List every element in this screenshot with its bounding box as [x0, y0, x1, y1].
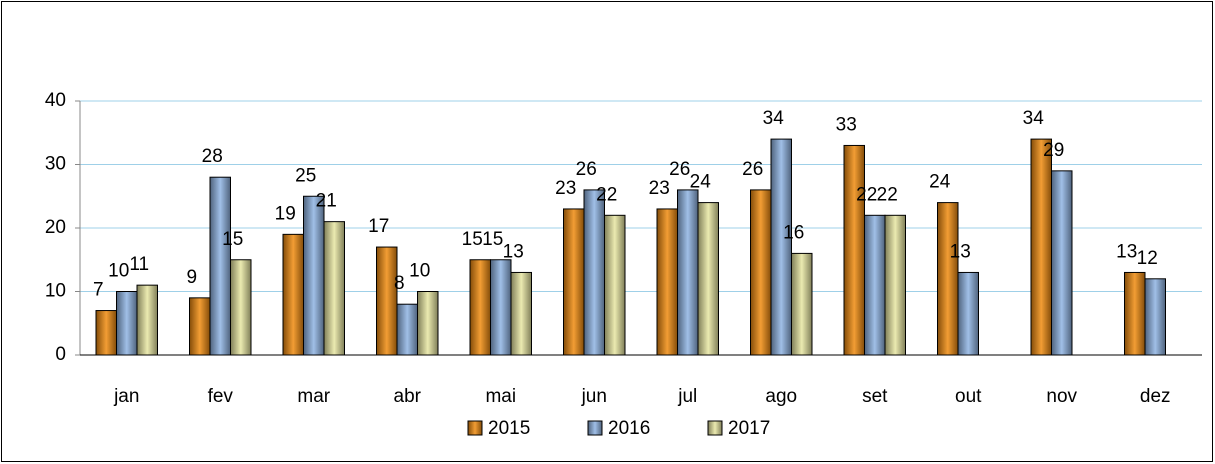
value-label: 10 [409, 261, 430, 282]
x-tick-label: mar [297, 386, 330, 407]
value-label: 15 [482, 229, 503, 250]
x-tick-label: set [862, 386, 888, 407]
bar [656, 208, 678, 356]
bar [116, 291, 138, 356]
bar [95, 310, 117, 356]
value-label: 29 [1043, 140, 1064, 161]
y-tick-label: 30 [45, 154, 66, 175]
value-label: 22 [596, 184, 617, 205]
x-tick-label: mai [485, 386, 516, 407]
value-label: 25 [295, 165, 316, 186]
bar [884, 214, 906, 356]
value-label: 24 [929, 172, 951, 193]
value-label: 23 [649, 178, 670, 199]
bar [1051, 170, 1073, 356]
bar [490, 259, 512, 356]
value-label: 33 [836, 114, 857, 135]
bar [583, 189, 605, 356]
bar [282, 233, 304, 356]
legend-label: 2017 [728, 418, 770, 439]
y-tick-label: 20 [45, 217, 66, 238]
value-label: 15 [462, 229, 483, 250]
value-label: 8 [394, 273, 405, 294]
bar [396, 303, 418, 356]
x-tick-label: nov [1046, 386, 1077, 407]
bar [209, 176, 231, 356]
value-label: 13 [950, 241, 971, 262]
x-tick-label: abr [394, 386, 422, 407]
bar [791, 252, 813, 356]
value-label: 13 [1116, 241, 1137, 262]
bar [750, 189, 772, 356]
bar [303, 195, 325, 356]
value-label: 28 [202, 146, 223, 167]
x-tick-label: out [955, 386, 982, 407]
x-tick-label: jun [581, 386, 607, 407]
bar [376, 246, 398, 356]
value-label: 26 [742, 159, 763, 180]
legend-swatch [587, 420, 603, 436]
y-tick-label: 10 [45, 281, 66, 302]
x-tick-label: dez [1140, 386, 1171, 407]
value-label: 9 [186, 267, 197, 288]
value-label: 26 [576, 159, 597, 180]
value-label: 12 [1137, 248, 1158, 269]
bar [189, 297, 211, 356]
y-tick-label: 0 [55, 344, 66, 365]
value-label: 21 [316, 191, 337, 212]
x-tick-label: fev [208, 386, 234, 407]
legend-swatch [467, 420, 483, 436]
bar [770, 138, 792, 356]
value-label: 13 [503, 241, 524, 262]
x-tick-label: jan [113, 386, 139, 407]
bar [864, 214, 886, 356]
bar [323, 221, 345, 356]
y-tick-label: 40 [45, 90, 66, 111]
value-label: 24 [690, 172, 712, 193]
value-label: 19 [275, 203, 296, 224]
value-label: 23 [555, 178, 576, 199]
value-label: 26 [669, 159, 690, 180]
bar [937, 202, 959, 356]
legend-label: 2016 [608, 418, 650, 439]
bar [957, 271, 979, 356]
bar [604, 214, 626, 356]
bar [230, 259, 252, 356]
value-label: 16 [783, 222, 804, 243]
value-label: 34 [1023, 108, 1045, 129]
value-label: 22 [877, 184, 898, 205]
bar [563, 208, 585, 356]
bar [1030, 138, 1052, 356]
bar [697, 202, 719, 356]
value-label: 15 [222, 229, 243, 250]
bar [510, 271, 532, 356]
bar [1144, 278, 1166, 356]
bar [677, 189, 699, 356]
value-label: 10 [108, 261, 129, 282]
legend-swatch [707, 420, 723, 436]
value-label: 7 [93, 280, 104, 301]
legend-label: 2015 [488, 418, 530, 439]
value-label: 34 [763, 108, 785, 129]
x-tick-label: ago [765, 386, 797, 407]
x-tick-label: jul [677, 386, 697, 407]
bar [417, 291, 439, 356]
bar [1124, 271, 1146, 356]
bar [469, 259, 491, 356]
value-label: 22 [856, 184, 877, 205]
bar [843, 144, 865, 356]
value-label: 17 [368, 216, 389, 237]
value-label: 11 [129, 254, 149, 275]
bar [136, 284, 158, 356]
